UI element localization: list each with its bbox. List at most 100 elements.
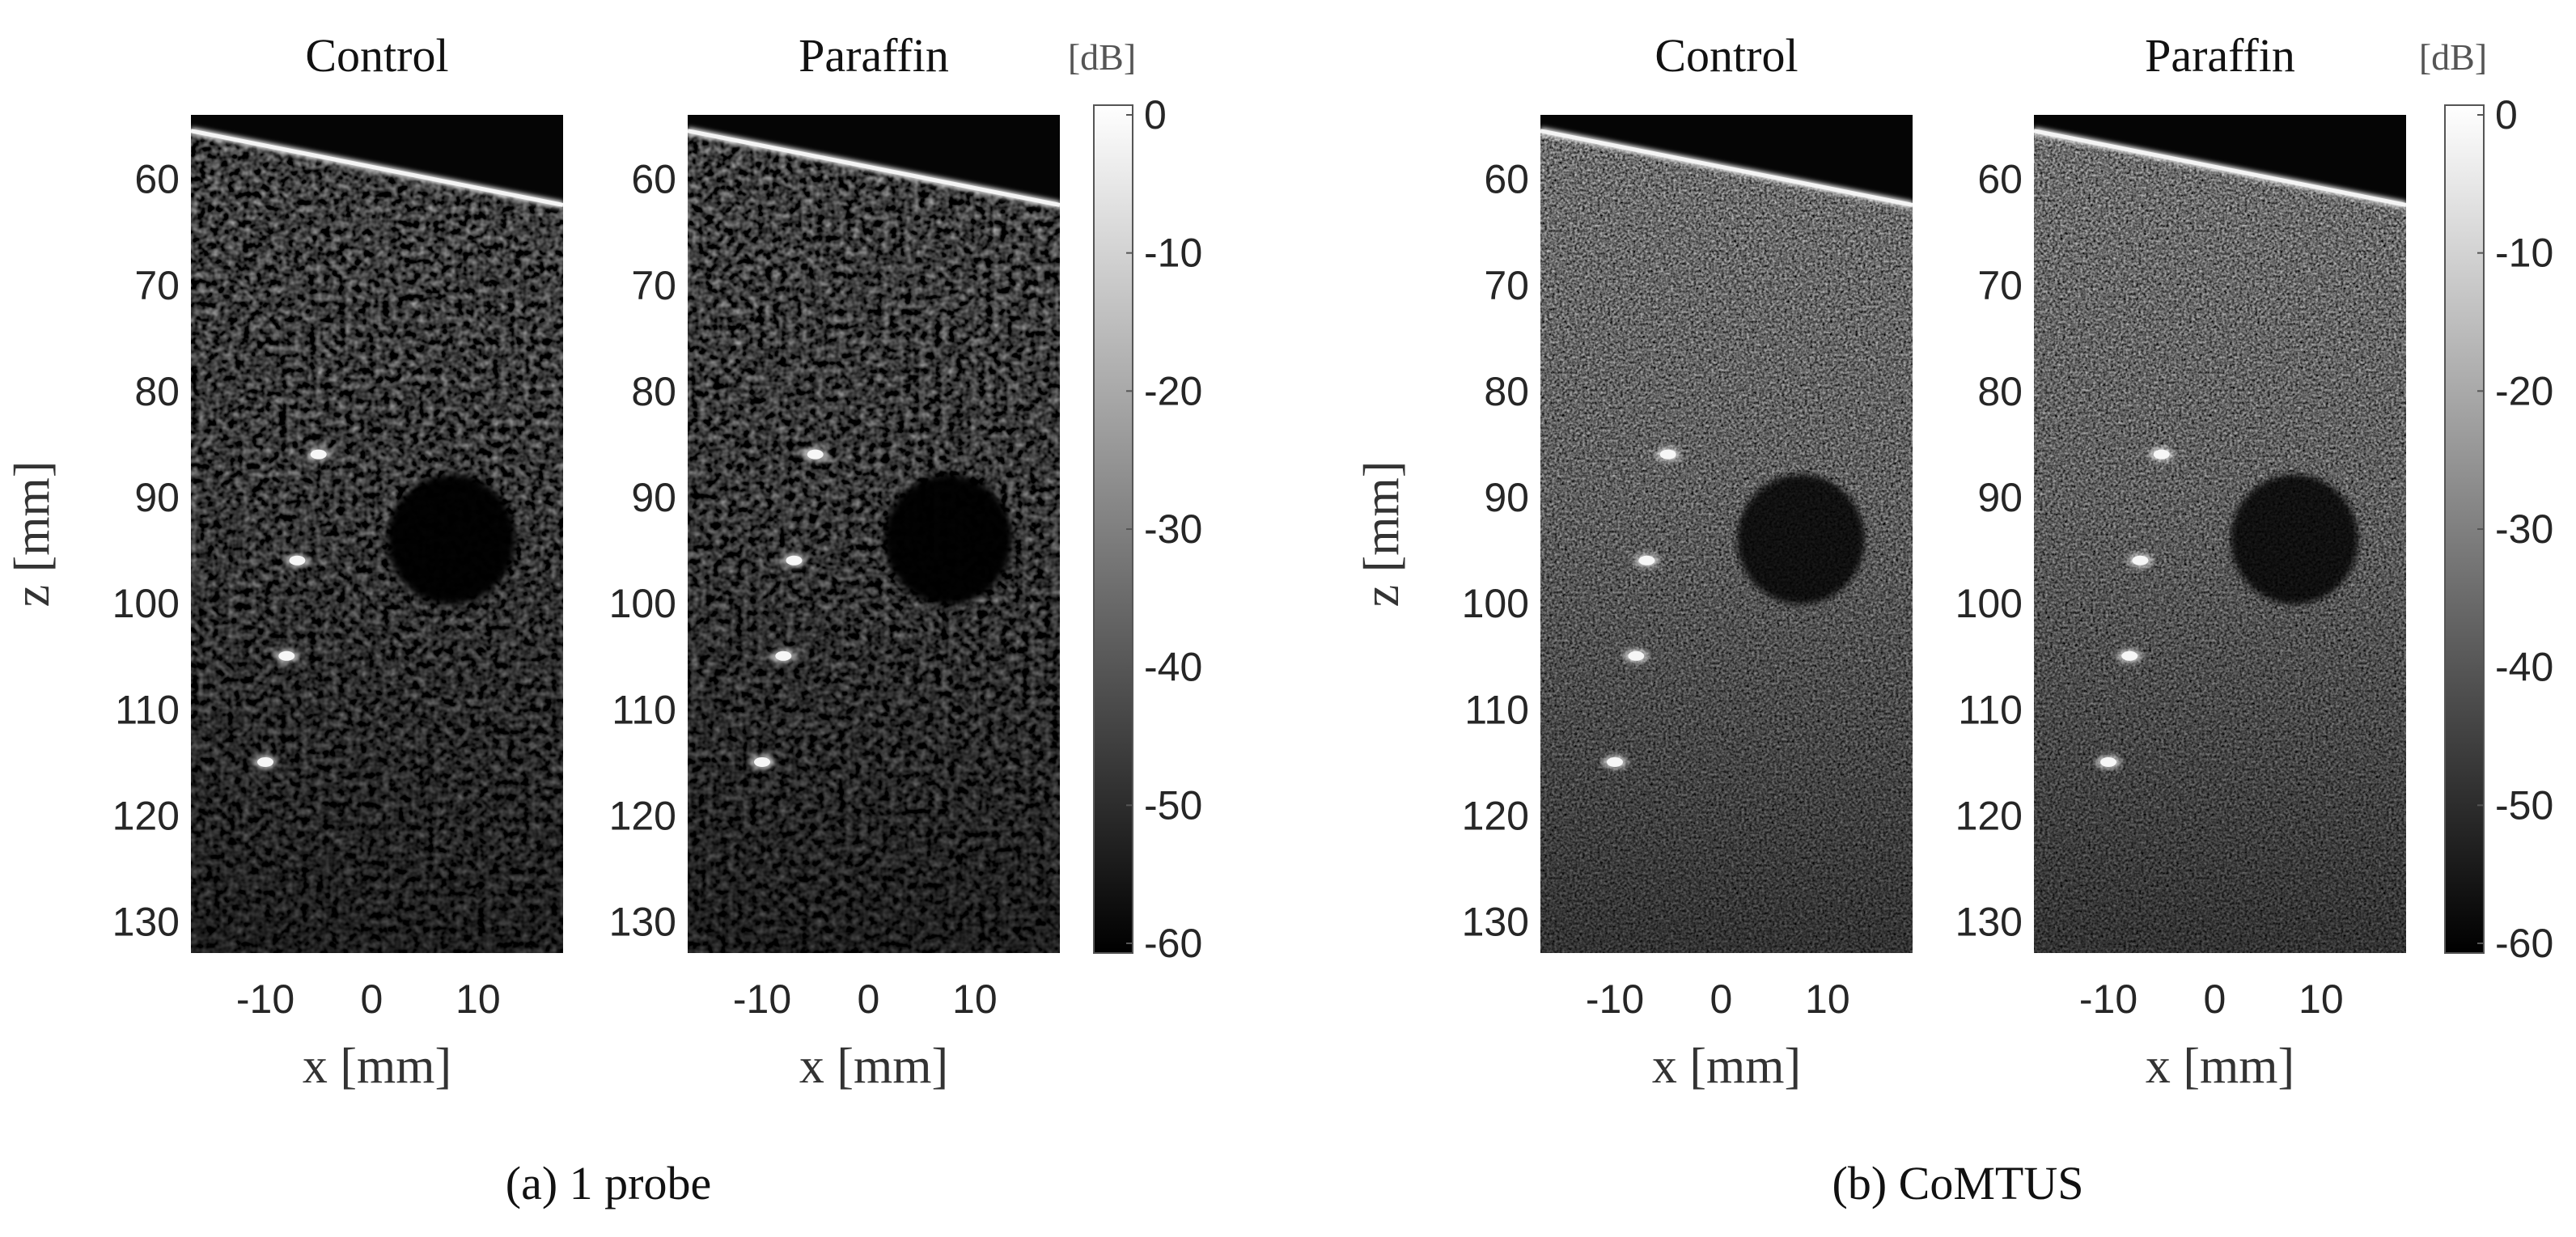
bmode-image [1540, 115, 1913, 953]
z-tick-label: 80 [1977, 369, 2023, 414]
x-tick-label: 0 [361, 976, 383, 1022]
point-target [257, 756, 273, 767]
colorbar-tick-label: -20 [1144, 368, 1202, 413]
bmode-panel: Control 60 70 80 90 100 110 120 130 -10 0 10x [mm] z… [5, 29, 563, 1094]
panel-caption: (a) 1 probe [506, 1157, 711, 1209]
bmode-panel: Control 60 70 80 90 100 110 120 130 -10 0 10x [mm] z… [1354, 29, 1913, 1094]
x-tick-label: -10 [2079, 976, 2137, 1022]
point-target [289, 555, 306, 566]
z-tick-label: 130 [112, 900, 180, 945]
colorbar-unit-label: [dB] [2419, 36, 2487, 78]
surface-line [1540, 129, 1913, 207]
z-tick-label: 70 [134, 263, 180, 308]
x-tick-label: 0 [858, 976, 880, 1022]
z-tick-label: 100 [112, 581, 180, 626]
point-target [310, 449, 327, 460]
z-tick-label: 130 [1462, 900, 1529, 945]
point-target [1607, 756, 1623, 767]
x-tick-label: -10 [733, 976, 791, 1022]
x-tick-label: 0 [1710, 976, 1733, 1022]
colorbar-tick-label: 0 [2495, 92, 2518, 138]
x-tick-label: 10 [455, 976, 501, 1022]
bmode-image [191, 115, 563, 953]
x-axis-label: x [mm] [303, 1039, 451, 1094]
colorbar-tick-label: -40 [2495, 645, 2553, 690]
x-tick-label: -10 [1586, 976, 1644, 1022]
point-target [1638, 555, 1655, 566]
surface-line [2034, 129, 2406, 207]
point-target [786, 555, 803, 566]
colorbar-tick-label: -10 [2495, 231, 2553, 276]
z-tick-label: 70 [631, 263, 676, 308]
z-tick-label: 130 [1955, 900, 2023, 945]
x-axis-label: x [mm] [2146, 1039, 2294, 1094]
panel-title: Control [1654, 29, 1798, 82]
surface-line [191, 129, 563, 207]
z-tick-label: 70 [1484, 263, 1529, 308]
colorbar: [dB]0 -10 -20 -30 -40 -50 -60 [1068, 36, 1202, 966]
z-tick-label: 60 [631, 157, 676, 202]
panel-title: Paraffin [2145, 29, 2295, 82]
z-tick-label: 110 [115, 687, 180, 732]
bmode-image [688, 115, 1060, 953]
point-target [754, 756, 770, 767]
x-tick-label: 10 [952, 976, 998, 1022]
z-tick-label: 110 [612, 687, 676, 732]
x-tick-label: -10 [236, 976, 294, 1022]
bmode-panel: Paraffin 60 70 80 90 100 110 120 130 -10 0 10x [mm] [609, 29, 1060, 1094]
colorbar: [dB]0 -10 -20 -30 -40 -50 -60 [2419, 36, 2553, 966]
z-tick-label: 90 [631, 475, 676, 520]
z-tick-label: 60 [1977, 157, 2023, 202]
z-tick-label: 80 [134, 369, 180, 414]
colorbar-tick-label: -40 [1144, 645, 1202, 690]
panel-title: Paraffin [799, 29, 949, 82]
anechoic-cyst [884, 474, 1012, 604]
z-axis-label: z [mm] [5, 461, 60, 608]
panel-caption: (b) CoMTUS [1832, 1157, 2084, 1209]
anechoic-cyst [388, 474, 515, 604]
colorbar-tick-label: -30 [2495, 506, 2553, 552]
colorbar-tick-label: -60 [1144, 921, 1202, 966]
x-tick-label: 10 [1805, 976, 1850, 1022]
z-tick-label: 120 [609, 794, 676, 839]
point-target [278, 650, 295, 661]
anechoic-cyst [1737, 474, 1865, 604]
colorbar-tick-label: -50 [2495, 782, 2553, 828]
x-tick-label: 10 [2298, 976, 2344, 1022]
surface-line [688, 129, 1060, 207]
anechoic-cyst [2231, 474, 2358, 604]
z-tick-label: 80 [631, 369, 676, 414]
z-tick-label: 120 [1955, 794, 2023, 839]
bmode-image [2034, 115, 2406, 953]
bmode-panel: Paraffin 60 70 80 90 100 110 120 130 -10 0 10x [mm] [1955, 29, 2406, 1094]
z-tick-label: 100 [1462, 581, 1529, 626]
z-axis-label: z [mm] [1354, 461, 1409, 608]
colorbar-tick-label: -50 [1144, 782, 1202, 828]
point-target [1659, 449, 1676, 460]
colorbar-tick-label: -60 [2495, 921, 2553, 966]
z-tick-label: 110 [1464, 687, 1529, 732]
z-tick-label: 120 [1462, 794, 1529, 839]
colorbar-tick-label: -10 [1144, 231, 1202, 276]
colorbar-tick-label: 0 [1144, 92, 1167, 138]
point-target [807, 449, 824, 460]
z-tick-label: 70 [1977, 263, 2023, 308]
point-target [1628, 650, 1645, 661]
point-target [2100, 756, 2116, 767]
point-target [2132, 555, 2149, 566]
x-axis-label: x [mm] [1652, 1039, 1801, 1094]
z-tick-label: 130 [609, 900, 676, 945]
z-tick-label: 60 [1484, 157, 1529, 202]
point-target [2121, 650, 2138, 661]
colorbar-tick-label: -30 [1144, 506, 1202, 552]
z-tick-label: 120 [112, 794, 180, 839]
colorbar-unit-label: [dB] [1068, 36, 1136, 78]
z-tick-label: 110 [1958, 687, 2023, 732]
colorbar-tick-label: -20 [2495, 368, 2553, 413]
z-tick-label: 60 [134, 157, 180, 202]
x-tick-label: 0 [2204, 976, 2226, 1022]
point-target [2153, 449, 2170, 460]
